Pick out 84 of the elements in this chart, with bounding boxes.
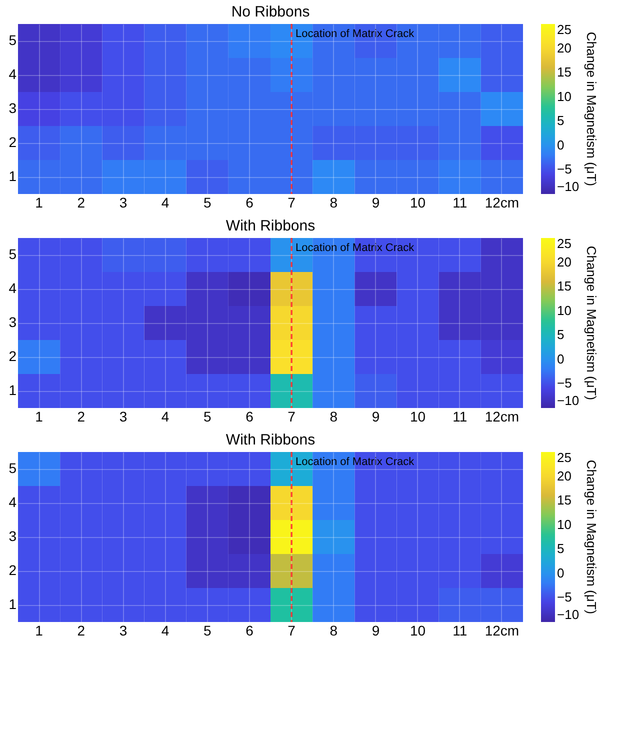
y-tick-label: 3: [8, 314, 17, 330]
x-tick-label: 11: [452, 408, 468, 424]
x-tick-label: 10: [410, 622, 426, 638]
y-tick-label: 1: [8, 382, 17, 398]
x-tick-label: 2: [77, 408, 86, 424]
x-tick-label: 2: [77, 622, 86, 638]
color-bar-label: 15: [557, 492, 572, 508]
color-bar-label: 25: [557, 236, 572, 251]
color-bar-label: 20: [557, 40, 572, 56]
x-tick-label: 5: [203, 194, 212, 210]
y-tick-label: 4: [8, 66, 17, 82]
y-tick-label: 5: [8, 460, 17, 476]
x-tick-label: 12cm: [484, 408, 520, 424]
y-tick-label: 1: [8, 596, 17, 612]
x-tick-label: 7: [288, 194, 296, 210]
color-bar-label: −10: [557, 607, 580, 622]
x-tick-label: 7: [288, 408, 296, 424]
color-bar-label: 20: [557, 468, 572, 484]
color-bar-label: 5: [557, 541, 564, 556]
x-tick-label: 9: [372, 408, 380, 424]
color-bar-label: 25: [557, 450, 572, 465]
y-tick-label: 2: [8, 134, 17, 150]
color-bar-label: −5: [557, 162, 572, 177]
x-tick-label: 3: [119, 408, 128, 424]
x-tick-label: 9: [372, 194, 380, 210]
x-tick-label: 9: [372, 622, 380, 638]
color-bar-title: Change in Magnetism (μT): [584, 460, 599, 614]
x-tick-label: 11: [452, 622, 468, 638]
y-tick-label: 3: [8, 528, 17, 544]
color-bar-label: −5: [557, 590, 572, 605]
x-tick-label: 4: [161, 194, 170, 210]
color-bar-label: −10: [557, 393, 580, 408]
y-tick-label: 5: [8, 32, 17, 48]
color-bar-title: Change in Magnetism (μT): [584, 32, 599, 186]
color-bar-label: 15: [557, 64, 572, 80]
color-bar-label: 5: [557, 113, 564, 128]
y-tick-label: 1: [8, 168, 17, 184]
x-tick-label: 5: [203, 622, 212, 638]
color-bar-label: −5: [557, 376, 572, 391]
color-bar-label: 0: [557, 137, 564, 152]
x-tick-label: 1: [35, 194, 44, 210]
color-bar-label: 10: [557, 516, 572, 532]
x-tick-label: 8: [330, 408, 338, 424]
x-tick-label: 3: [119, 194, 128, 210]
chart-title: With Ribbons: [226, 217, 316, 234]
color-bar-label: 0: [557, 565, 564, 580]
color-bar-label: −10: [557, 179, 580, 194]
y-tick-label: 2: [8, 562, 17, 578]
x-tick-label: 12cm: [484, 194, 520, 210]
color-bar-label: 15: [557, 278, 572, 294]
x-tick-label: 2: [77, 194, 86, 210]
x-tick-label: 10: [410, 194, 426, 210]
y-tick-label: 4: [8, 280, 17, 296]
x-tick-label: 11: [452, 194, 468, 210]
color-bar-label: 5: [557, 327, 564, 342]
y-tick-label: 5: [8, 246, 17, 262]
ref-line-label: Location of Matrix Crack: [296, 28, 415, 40]
x-tick-label: 6: [246, 408, 254, 424]
color-bar-label: 25: [557, 22, 572, 37]
x-tick-label: 1: [35, 408, 44, 424]
x-tick-label: 6: [246, 194, 254, 210]
x-tick-label: 7: [288, 622, 296, 638]
color-bar-label: 0: [557, 351, 564, 366]
x-tick-label: 1: [35, 622, 44, 638]
color-bar-label: 10: [557, 302, 572, 318]
y-tick-label: 4: [8, 494, 17, 510]
x-tick-label: 10: [410, 408, 426, 424]
x-tick-label: 8: [330, 622, 338, 638]
color-bar-label: 10: [557, 88, 572, 104]
x-tick-label: 3: [119, 622, 128, 638]
color-bar-title: Change in Magnetism (μT): [584, 246, 599, 400]
y-tick-label: 2: [8, 348, 17, 364]
chart-title: With Ribbons: [226, 431, 316, 448]
ref-line-label: Location of Matrix Crack: [296, 242, 415, 254]
x-tick-label: 5: [203, 408, 212, 424]
x-tick-label: 12cm: [484, 622, 520, 638]
color-bar-label: 20: [557, 254, 572, 270]
x-tick-label: 6: [246, 622, 254, 638]
x-tick-label: 4: [161, 622, 170, 638]
x-tick-label: 4: [161, 408, 170, 424]
chart-title: No Ribbons: [231, 3, 310, 20]
x-tick-label: 8: [330, 194, 338, 210]
ref-line-label: Location of Matrix Crack: [296, 456, 415, 468]
y-tick-label: 3: [8, 100, 17, 116]
